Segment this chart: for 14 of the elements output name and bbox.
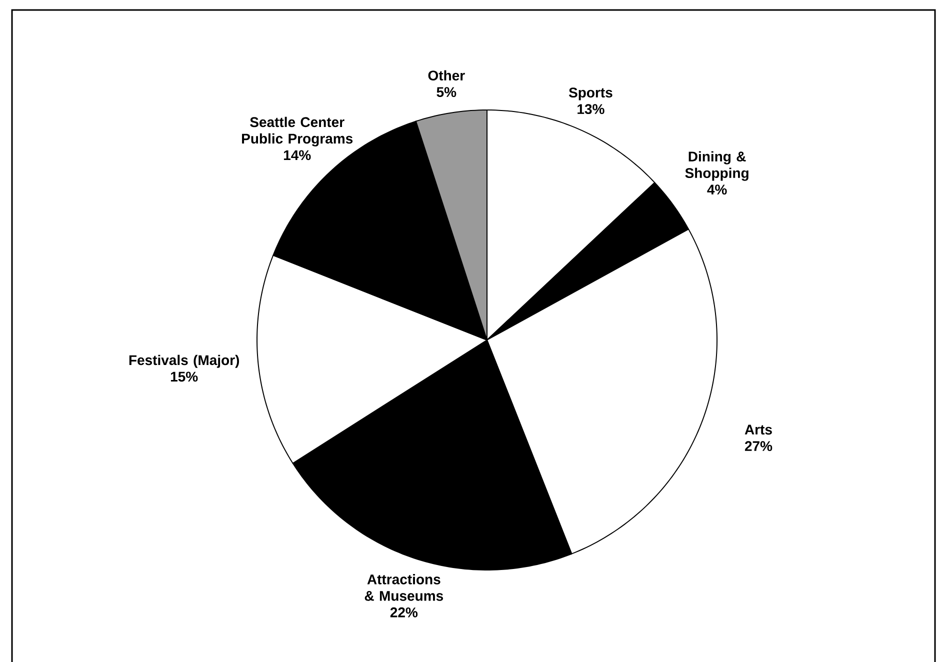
slice-label: Festivals (Major) — [129, 354, 240, 368]
data-label: 22% — [390, 607, 418, 618]
slice-label: Arts — [744, 424, 772, 435]
data-label: 13% — [578, 104, 604, 114]
slice-label: Other — [428, 70, 465, 81]
data-label: 27% — [744, 441, 772, 452]
slice-label: Sports — [568, 88, 612, 100]
slice-label: Seattle Center Public Programs — [242, 116, 353, 146]
data-label: 14% — [284, 150, 311, 160]
data-label: 4% — [707, 184, 727, 194]
slice-label: Dining & Shopping — [685, 151, 748, 181]
slice-label: Attractions & Museums — [364, 574, 444, 601]
data-label: 15% — [170, 372, 198, 382]
data-label: 5% — [436, 87, 456, 98]
